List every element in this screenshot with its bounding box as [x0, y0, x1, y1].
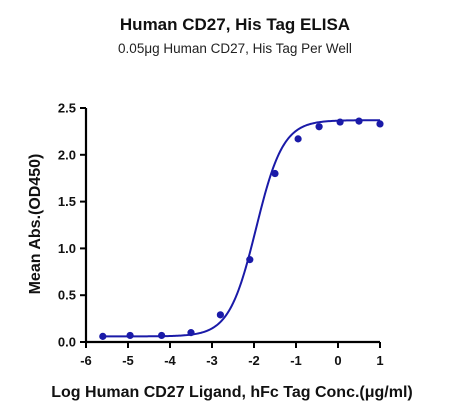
y-tick-label: 0.0 [58, 335, 76, 350]
data-point [271, 169, 279, 178]
data-point [126, 331, 134, 340]
data-point [216, 311, 224, 319]
fit-curve-layer [102, 119, 380, 338]
x-tick-label: -6 [80, 353, 92, 368]
chart-subtitle: 0.05μg Human CD27, His Tag Per Well [118, 41, 352, 56]
x-tick-label: 1 [376, 353, 383, 368]
x-tick-label: -5 [122, 353, 134, 368]
x-tick-label: -1 [290, 353, 302, 368]
data-point [315, 123, 323, 131]
y-tick-label: 2.0 [58, 147, 76, 162]
data-point [336, 118, 344, 126]
fit-curve [102, 119, 380, 338]
data-point [99, 332, 107, 340]
x-tick-label: -2 [248, 353, 260, 368]
chart-title: Human CD27, His Tag ELISA [120, 15, 350, 34]
data-point [355, 117, 363, 125]
data-point [376, 120, 384, 128]
x-tick-label: -3 [206, 353, 218, 368]
x-axis-label: Log Human CD27 Ligand, hFc Tag Conc.(μg/… [51, 384, 413, 401]
y-tick-label: 2.5 [58, 101, 76, 116]
y-tick-label: 1.5 [58, 194, 76, 209]
x-tick-label: 0 [334, 353, 341, 368]
data-point [246, 256, 254, 264]
y-tick-label: 1.0 [58, 241, 76, 256]
x-tick-label: -4 [164, 353, 176, 368]
data-point [294, 135, 302, 143]
data-points [99, 117, 384, 340]
ticks: -6 -5 -4 -3 -2 -1 0 1 0.0 0.5 1.0 1.5 2.0 2.5 [58, 101, 384, 369]
axes [84, 108, 380, 344]
data-point [187, 329, 195, 337]
y-tick-label: 0.5 [58, 288, 76, 303]
data-point [158, 331, 166, 340]
y-axis-label: Mean Abs.(OD450) [27, 154, 44, 295]
